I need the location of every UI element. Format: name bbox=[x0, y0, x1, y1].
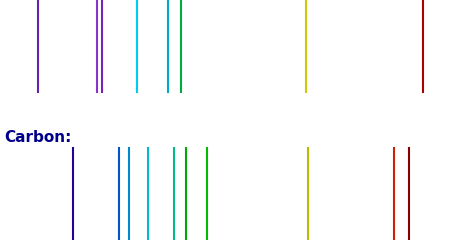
Text: Carbon:: Carbon: bbox=[5, 130, 72, 145]
